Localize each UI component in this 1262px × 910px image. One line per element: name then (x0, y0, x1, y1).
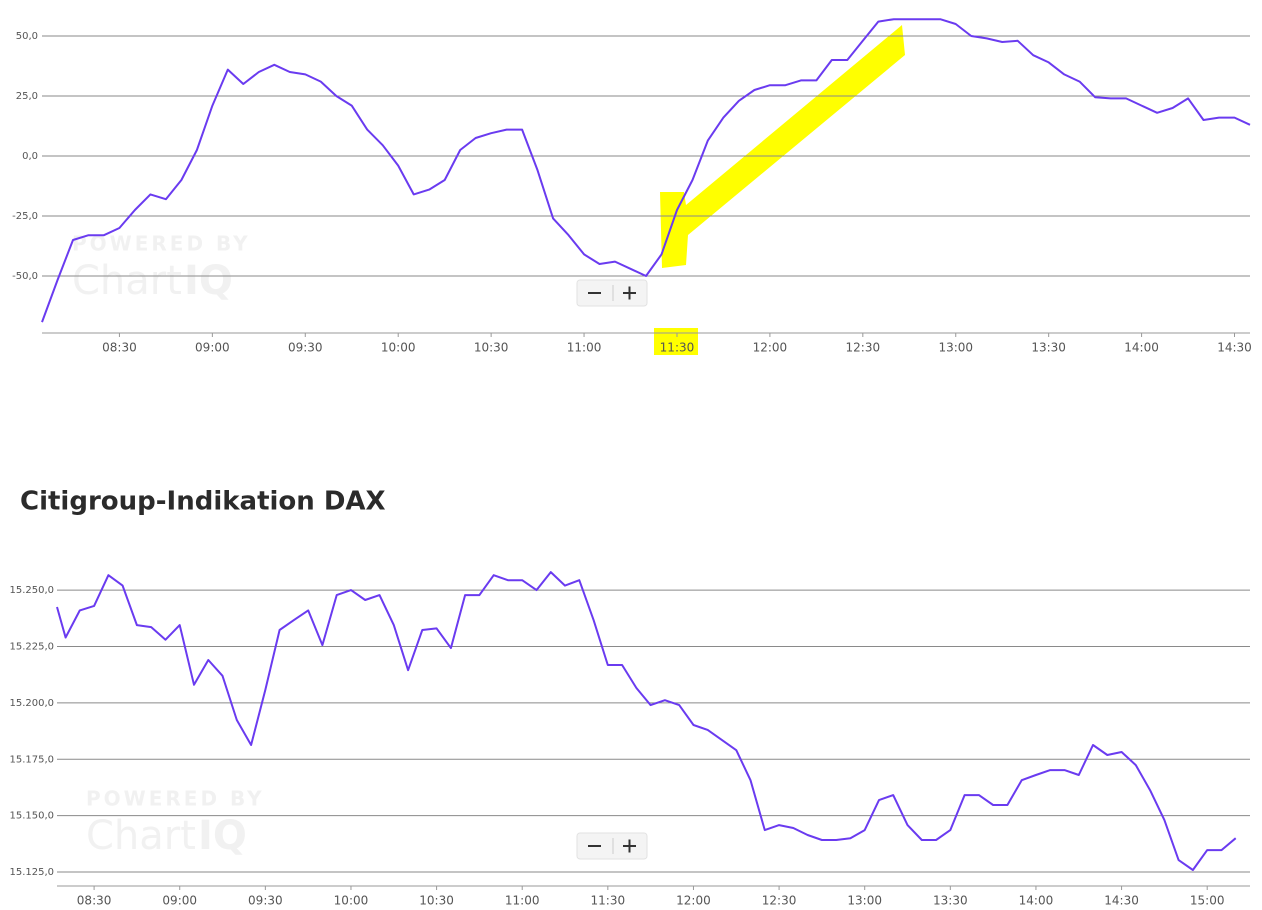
y-tick-label: 15.200,0 (9, 698, 54, 709)
data-line (41, 18, 1251, 323)
x-tick-label: 14:00 (1019, 894, 1054, 908)
y-tick-label: 25,0 (16, 91, 38, 102)
watermark: Chart (86, 813, 196, 859)
x-tick-label: 12:00 (753, 341, 788, 355)
x-tick-label: 08:30 (77, 894, 112, 908)
watermark: IQ (184, 258, 233, 304)
x-tick-label: 10:00 (334, 894, 369, 908)
zoom-controls[interactable] (576, 279, 648, 307)
x-tick-label: 12:00 (676, 894, 711, 908)
x-tick-label: 10:30 (419, 894, 454, 908)
x-tick-label: 10:00 (381, 341, 416, 355)
data-line (56, 571, 1237, 871)
y-tick-label: 15.150,0 (9, 811, 54, 822)
watermark: IQ (198, 813, 247, 859)
x-tick-label: 13:00 (847, 894, 882, 908)
x-tick-label: 11:30 (660, 341, 695, 355)
chart-title: Citigroup-Indikation DAX (20, 487, 386, 517)
y-tick-label: 15.225,0 (9, 641, 54, 652)
y-tick-label: -25,0 (12, 211, 38, 222)
x-tick-label: 14:00 (1124, 341, 1159, 355)
x-tick-label: 09:00 (162, 894, 197, 908)
x-tick-label: 12:30 (762, 894, 797, 908)
x-tick-label: 10:30 (474, 341, 509, 355)
x-tick-label: 09:30 (288, 341, 323, 355)
y-tick-label: 15.175,0 (9, 754, 54, 765)
x-tick-label: 08:30 (102, 341, 137, 355)
x-tick-label: 14:30 (1217, 341, 1252, 355)
x-tick-label: 13:30 (933, 894, 968, 908)
y-tick-label: 15.125,0 (9, 867, 54, 878)
y-tick-label: 15.250,0 (9, 585, 54, 596)
highlight (654, 25, 905, 355)
watermark: Chart (72, 258, 182, 304)
watermark: POWERED BY (86, 787, 265, 811)
x-tick-label: 11:00 (505, 894, 540, 908)
y-tick-label: -50,0 (12, 271, 38, 282)
x-tick-label: 09:30 (248, 894, 283, 908)
x-tick-label: 11:00 (567, 341, 602, 355)
x-tick-label: 12:30 (846, 341, 881, 355)
y-tick-label: 50,0 (16, 31, 38, 42)
x-tick-label: 15:00 (1190, 894, 1225, 908)
x-tick-label: 13:30 (1031, 341, 1066, 355)
y-tick-label: 0,0 (22, 151, 38, 162)
x-tick-label: 14:30 (1104, 894, 1139, 908)
x-tick-label: 13:00 (938, 341, 973, 355)
x-tick-label: 11:30 (591, 894, 626, 908)
x-tick-label: 09:00 (195, 341, 230, 355)
zoom-controls[interactable] (576, 832, 648, 860)
